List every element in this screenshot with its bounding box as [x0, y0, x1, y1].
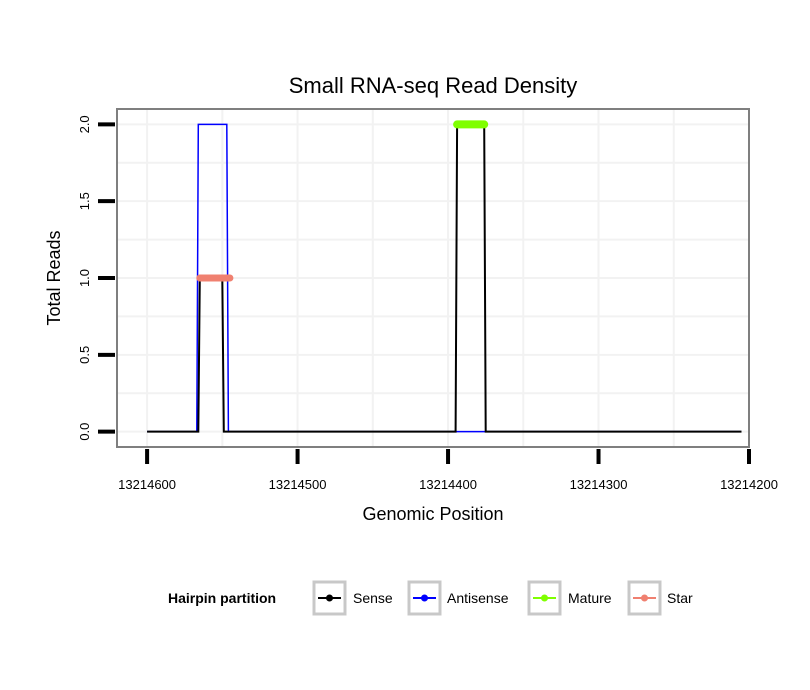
legend-items: Sense Antisense Mature Star [312, 580, 693, 616]
legend-key-point [421, 594, 428, 602]
y-axis: 0.0 0.5 1.0 1.5 2.0 [77, 115, 115, 441]
y-tick-label-0: 0.0 [77, 423, 92, 441]
legend-key-point [541, 594, 548, 602]
y-axis-title: Total Reads [44, 230, 64, 325]
x-tick-label-1: 13214500 [269, 477, 327, 492]
legend: Hairpin partition Sense Antisense Mature St… [168, 580, 693, 616]
y-tick-label-2: 1.0 [77, 269, 92, 287]
chart-title: Small RNA-seq Read Density [289, 73, 578, 98]
x-tick-label-3: 13214300 [570, 477, 628, 492]
legend-key-point [641, 594, 648, 602]
legend-item-star: Star [627, 580, 693, 616]
x-tick-label-4: 13214200 [720, 477, 778, 492]
legend-item-sense: Sense [312, 580, 393, 616]
legend-title: Hairpin partition [168, 590, 276, 606]
legend-key-point [326, 594, 333, 602]
x-tick-label-0: 13214600 [118, 477, 176, 492]
x-axis: 13214600 13214500 13214400 13214300 13214200 [118, 449, 778, 492]
legend-label: Antisense [447, 590, 509, 606]
legend-label: Mature [568, 590, 612, 606]
x-axis-title: Genomic Position [362, 504, 503, 524]
legend-item-antisense: Antisense [407, 580, 509, 616]
y-tick-label-3: 1.5 [77, 192, 92, 210]
series-line-sense [147, 123, 742, 433]
y-tick-label-1: 0.5 [77, 346, 92, 364]
legend-item-mature: Mature [527, 580, 612, 616]
legend-label: Star [667, 590, 693, 606]
legend-label: Sense [353, 590, 393, 606]
y-tick-label-4: 2.0 [77, 115, 92, 133]
data-series [147, 120, 742, 433]
plot-border [116, 108, 750, 448]
x-tick-label-2: 13214400 [419, 477, 477, 492]
